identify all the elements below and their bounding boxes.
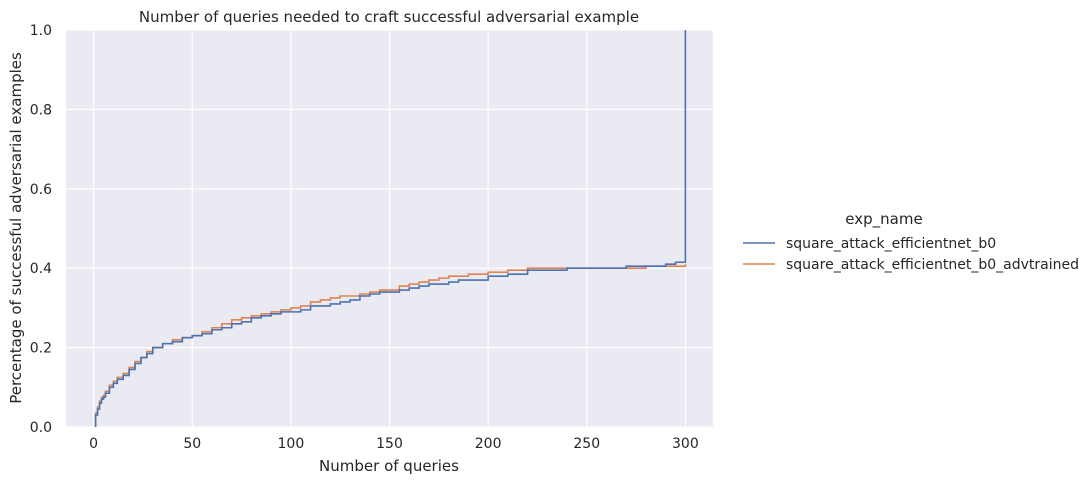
series-layer bbox=[94, 30, 687, 427]
x-tick-label: 300 bbox=[672, 436, 699, 452]
x-tick-label: 150 bbox=[376, 436, 403, 452]
x-gridlines bbox=[93, 30, 686, 427]
x-tick-label: 50 bbox=[183, 436, 201, 452]
x-tick-label: 0 bbox=[89, 436, 98, 452]
x-tick-label: 250 bbox=[573, 436, 600, 452]
y-tick-labels: 0.0 0.2 0.4 0.6 0.8 1.0 bbox=[30, 23, 52, 436]
x-tick-label: 100 bbox=[278, 436, 305, 452]
y-tick-label: 0.8 bbox=[30, 102, 52, 118]
y-tick-label: 0.2 bbox=[30, 341, 52, 357]
series-line-1 bbox=[94, 264, 687, 427]
series-line-0 bbox=[94, 30, 687, 427]
y-tick-label: 0.6 bbox=[30, 182, 52, 198]
y-tick-label: 0.0 bbox=[30, 420, 52, 436]
y-tick-label: 0.4 bbox=[30, 261, 52, 277]
legend-label-series-0: square_attack_efficientnet_b0 bbox=[786, 236, 996, 252]
legend: exp_name square_attack_efficientnet_b0 s… bbox=[743, 210, 1079, 273]
y-axis-label: Percentage of successful adversarial exa… bbox=[7, 52, 25, 404]
y-tick-label: 1.0 bbox=[30, 23, 52, 39]
x-tick-label: 200 bbox=[475, 436, 502, 452]
x-tick-labels: 0 50 100 150 200 250 300 bbox=[89, 436, 699, 452]
legend-title: exp_name bbox=[845, 210, 922, 229]
x-axis-label: Number of queries bbox=[319, 457, 459, 475]
chart-title: Number of queries needed to craft succes… bbox=[139, 8, 639, 26]
legend-label-series-1: square_attack_efficientnet_b0_advtrained bbox=[786, 257, 1079, 273]
